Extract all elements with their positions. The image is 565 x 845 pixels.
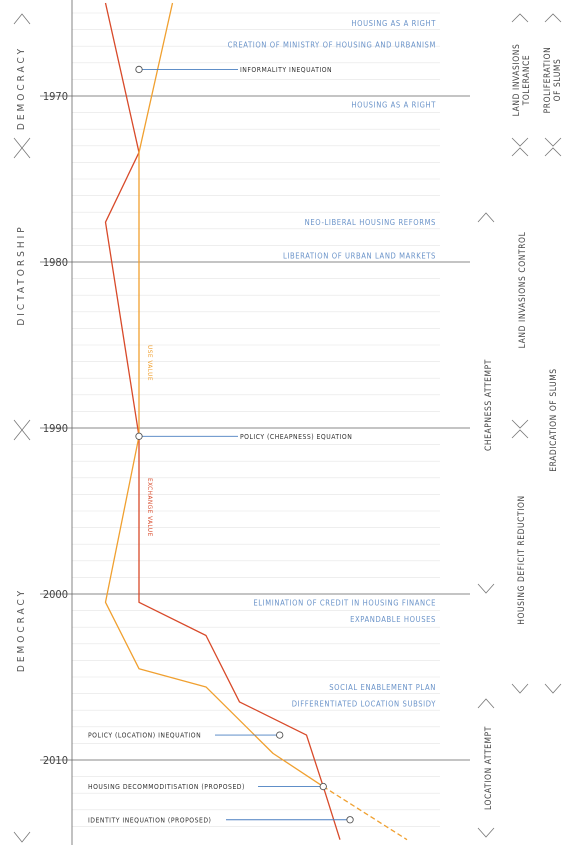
chevron-up-icon xyxy=(477,698,495,709)
phase-divider-icon xyxy=(511,419,529,439)
chevron-down-icon xyxy=(477,827,495,838)
chevron-up-icon xyxy=(477,212,495,223)
event-label: HOUSING AS A RIGHT xyxy=(351,19,436,28)
annotation-label-decommoditisation: HOUSING DECOMMODITISATION (PROPOSED) xyxy=(88,783,245,791)
annotation-leaders xyxy=(135,65,354,824)
phase-housing-deficit: HOUSING DEFICIT REDUCTION xyxy=(516,495,526,625)
year-gridlines xyxy=(40,95,470,761)
annotation-marker xyxy=(276,731,284,739)
phase-cheapness-attempt: CHEAPNESS ATTEMPT xyxy=(483,359,493,451)
phase-land-tolerance-line1: LAND INVASIONS xyxy=(511,44,521,117)
event-label: EXPANDABLE HOUSES xyxy=(350,615,436,624)
event-label: LIBERATION OF URBAN LAND MARKETS xyxy=(283,251,436,260)
era-label-democracy-early: DEMOCRACY xyxy=(16,46,27,130)
year-labels: 1970 1980 1990 2000 2010 xyxy=(43,90,68,767)
annotation-marker xyxy=(346,816,354,824)
minor-gridlines xyxy=(72,12,440,827)
curve-exchange-value xyxy=(104,2,341,840)
phase-divider-icon xyxy=(511,137,529,157)
chevron-down-icon xyxy=(13,831,31,843)
use-value-label: USE VALUE xyxy=(146,345,154,381)
curve-use-value-proposed xyxy=(322,786,408,841)
annotation-label-location: POLICY (LOCATION) INEQUATION xyxy=(88,732,201,740)
year-label-1970: 1970 xyxy=(43,90,68,103)
annotation-label-cheapness: POLICY (CHEAPNESS) EQUATION xyxy=(240,433,352,441)
annotation-marker xyxy=(135,432,143,440)
event-label: NEO-LIBERAL HOUSING REFORMS xyxy=(305,218,436,227)
event-label: CREATION OF MINISTRY OF HOUSING AND URBA… xyxy=(228,41,436,50)
annotation-label-identity: IDENTITY INEQUATION (PROPOSED) xyxy=(88,816,211,824)
value-curves xyxy=(104,2,408,841)
chevron-down-icon xyxy=(477,583,495,594)
chevron-up-icon xyxy=(511,13,529,23)
annotation-marker xyxy=(135,65,143,74)
event-label: DIFFERENTIATED LOCATION SUBSIDY xyxy=(292,700,437,709)
era-markers xyxy=(13,13,31,843)
phase-divider-icon xyxy=(544,137,562,157)
chevron-down-icon xyxy=(544,683,562,694)
year-label-1990: 1990 xyxy=(43,422,68,435)
curve-use-value xyxy=(104,2,324,788)
event-label: HOUSING AS A RIGHT xyxy=(351,100,436,109)
phase-markers xyxy=(477,13,562,838)
era-divider-icon xyxy=(13,137,31,159)
event-label: SOCIAL ENABLEMENT PLAN xyxy=(329,683,436,692)
era-divider-icon xyxy=(13,419,31,441)
phase-location-attempt: LOCATION ATTEMPT xyxy=(483,726,493,810)
phase-eradication: ERADICATION OF SLUMS xyxy=(548,368,558,471)
exchange-value-label: EXCHANGE VALUE xyxy=(146,478,154,537)
phase-land-control: LAND INVASIONS CONTROL xyxy=(517,231,527,348)
policy-events: HOUSING AS A RIGHT CREATION OF MINISTRY … xyxy=(228,19,437,709)
phase-slums-line1: PROLIFERATION xyxy=(542,47,552,114)
era-label-democracy-late: DEMOCRACY xyxy=(16,588,27,672)
chevron-down-icon xyxy=(511,683,529,694)
phase-slums-line2: OF SLUMS xyxy=(552,59,562,102)
era-label-dictatorship: DICTATORSHIP xyxy=(16,224,27,325)
chevron-up-icon xyxy=(13,13,31,25)
chevron-up-icon xyxy=(544,13,562,23)
year-label-2010: 2010 xyxy=(43,754,68,767)
annotation-labels: INFORMALITY INEQUATION POLICY (CHEAPNESS… xyxy=(88,66,352,824)
phase-land-tolerance-line2: TOLERANCE xyxy=(521,55,531,107)
annotation-label-informality: INFORMALITY INEQUATION xyxy=(240,66,332,74)
year-label-1980: 1980 xyxy=(43,256,68,269)
year-label-2000: 2000 xyxy=(43,588,68,601)
event-label: ELIMINATION OF CREDIT IN HOUSING FINANCE xyxy=(253,598,436,607)
annotation-marker xyxy=(319,782,327,791)
